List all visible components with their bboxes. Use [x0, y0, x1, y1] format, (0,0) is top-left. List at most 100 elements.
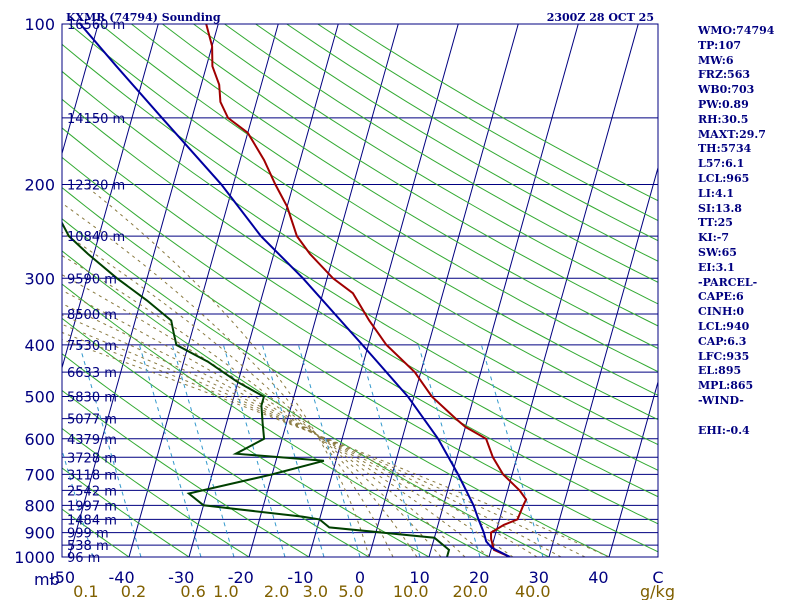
chart-title: KXMR (74794) Sounding [66, 11, 221, 24]
temperature-tick-label: 10 [409, 568, 429, 587]
sounding-index-item: TH:5734 [698, 142, 752, 156]
mixing-ratio-tick-label: 0.1 [73, 582, 98, 600]
isotherm-line [188, 24, 339, 557]
pressure-tick-label: 1000 [14, 548, 55, 567]
sounding-index-item: SW:65 [698, 245, 737, 259]
temperature-tick-label: 40 [588, 568, 608, 587]
dry-adiabat-line [62, 467, 190, 557]
dry-adiabat-line [62, 427, 250, 557]
dry-adiabat-line [99, 24, 658, 373]
sounding-index-item: MAXT:29.7 [698, 127, 766, 141]
mixing-ratio-tick-label: 2.0 [264, 582, 289, 600]
dry-adiabat-line [162, 24, 658, 327]
height-label: 538 m [67, 539, 109, 554]
sounding-index-item: LCL:940 [698, 319, 750, 333]
sounding-index-item: KI:-7 [698, 231, 729, 245]
sounding-index-item: EHI:-0.4 [698, 423, 750, 437]
sounding-index-item: MW:6 [698, 53, 734, 67]
moist-adiabat-line [62, 202, 394, 557]
isotherm-line [368, 24, 519, 557]
height-label: 3728 m [67, 451, 117, 466]
sounding-index-item: TT:25 [698, 216, 733, 230]
isotherm-line [548, 165, 658, 557]
mixing-ratio-line [138, 344, 202, 557]
sounding-index-item: TP:107 [698, 38, 742, 52]
height-label: 12320 m [67, 178, 125, 193]
dry-adiabat-line [62, 43, 658, 421]
height-label: 999 m [67, 527, 109, 542]
sounding-index-item: SI:13.8 [698, 201, 742, 215]
moist-adiabat-line [62, 255, 442, 557]
plot-frame [61, 23, 659, 558]
height-label: 5830 m [67, 391, 117, 406]
mixing-ratio-line [261, 344, 325, 557]
sounding-index-item: FRZ:563 [698, 68, 751, 82]
height-label: 2542 m [67, 484, 117, 499]
dry-adiabat-line [62, 127, 658, 498]
dry-adiabat-line [62, 389, 310, 557]
dry-adiabat-line [62, 70, 658, 446]
height-label: 9590 m [67, 272, 117, 287]
height-label: 5077 m [67, 413, 117, 428]
height-label: 3118 m [67, 468, 117, 483]
mixing-ratio-tick-label: 0.6 [180, 582, 205, 600]
mixing-ratio-unit-label: g/kg [640, 582, 675, 600]
mixing-ratio-tick-label: 0.2 [121, 582, 146, 600]
dry-adiabat-line [255, 24, 658, 262]
dry-adiabat-line [62, 508, 130, 557]
temperature-tick-label: 30 [529, 568, 549, 587]
sounding-indices-list: WMO:74794 TP:107 MW:6 FRZ:563 WB0:703 PW:0.89… [698, 24, 798, 438]
sounding-index-item: WMO:74794 [698, 24, 775, 37]
sounding-index-item: CAPE:6 [698, 290, 744, 304]
temperature-tick-label: C [652, 568, 663, 587]
mixing-ratio-tick-label: 3.0 [303, 582, 328, 600]
moist-adiabat-line [83, 184, 370, 557]
sounding-index-item: LI:4.1 [698, 186, 735, 200]
pressure-tick-label: 400 [24, 336, 55, 355]
mixing-ratio-line [78, 344, 142, 557]
sounding-index-item: EL:895 [698, 364, 742, 378]
pressure-tick-label: 300 [24, 269, 55, 288]
isotherm-line [248, 24, 399, 557]
pressure-tick-label: 500 [24, 388, 55, 407]
dry-adiabat-line [62, 283, 490, 557]
isotherm-line [62, 24, 99, 156]
sounding-index-item: RH:30.5 [698, 112, 749, 126]
pressure-tick-label: 800 [24, 496, 55, 515]
mixing-ratio-line [480, 344, 544, 557]
isotherm-line [608, 380, 658, 557]
sounding-index-item: PW:0.89 [698, 97, 749, 111]
isotherm-line [308, 24, 459, 557]
sounding-index-item: -WIND- [698, 393, 744, 407]
height-label: 4379 m [67, 433, 117, 448]
sounding-index-item: WB0:703 [698, 83, 755, 97]
mixing-ratio-line [417, 344, 481, 557]
pressure-tick-label: 700 [24, 465, 55, 484]
isotherm-line [428, 24, 579, 557]
height-label: 6633 m [67, 366, 117, 381]
mixing-ratio-line [222, 344, 286, 557]
dry-adiabat-line [224, 24, 658, 283]
height-label: 7530 m [67, 339, 117, 354]
chart-timestamp: 2300Z 28 OCT 25 [547, 11, 654, 24]
pressure-unit-label: mb [34, 570, 60, 589]
height-label: 10840 m [67, 230, 125, 245]
sounding-index-item: CAP:6.3 [698, 334, 747, 348]
moist-adiabat-line [62, 231, 418, 557]
dry-adiabat-line [62, 353, 370, 557]
mixing-ratio-line [62, 448, 94, 557]
sounding-index-item: L57:6.1 [698, 157, 745, 171]
pressure-tick-label: 200 [24, 175, 55, 194]
moist-adiabat-line [62, 274, 466, 557]
height-label: 1997 m [67, 499, 117, 514]
temperature-tick-label: -10 [287, 568, 313, 587]
temperature-tick-label: 20 [469, 568, 489, 587]
parcel-trace [79, 24, 511, 557]
isotherm-line [488, 24, 639, 557]
mixing-ratio-line [297, 344, 361, 557]
mixing-ratio-tick-label: 5.0 [338, 582, 363, 600]
temperature-trace [205, 24, 528, 557]
dry-adiabat-line [286, 24, 658, 242]
sounding-index-item: -PARCEL- [698, 275, 758, 289]
dry-adiabat-line [62, 156, 658, 525]
